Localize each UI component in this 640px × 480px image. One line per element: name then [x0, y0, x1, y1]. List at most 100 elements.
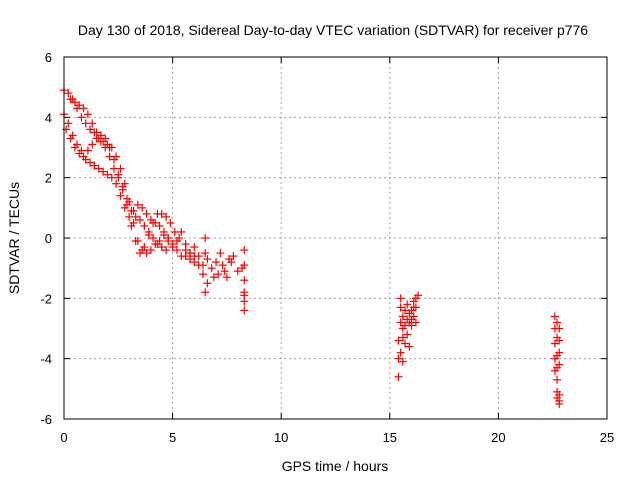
- data-point: [199, 261, 208, 270]
- series-sdtvar-arc-1b: [60, 110, 199, 267]
- y-tick-label: -6: [40, 412, 52, 427]
- data-point: [86, 125, 95, 134]
- data-point: [162, 212, 171, 221]
- x-tick-label: 15: [383, 430, 397, 445]
- data-point: [86, 158, 95, 167]
- data-point: [398, 357, 407, 366]
- series-sdtvar-arc-2: [394, 291, 423, 381]
- data-point: [190, 258, 199, 267]
- data-point: [105, 143, 114, 152]
- data-point: [411, 318, 420, 327]
- data-point: [203, 255, 212, 264]
- series-sdtvar-arc-1e: [181, 234, 249, 315]
- data-point: [222, 273, 231, 282]
- data-point: [62, 125, 71, 134]
- data-point: [112, 179, 121, 188]
- data-point: [398, 333, 407, 342]
- data-point: [149, 218, 158, 227]
- data-point: [164, 237, 173, 246]
- data-point: [122, 194, 131, 203]
- y-tick-label: -4: [40, 352, 52, 367]
- data-point: [170, 227, 179, 236]
- data-point: [403, 330, 412, 339]
- data-point: [555, 360, 564, 369]
- x-tick-label: 20: [491, 430, 505, 445]
- chart-title: Day 130 of 2018, Sidereal Day-to-day VTE…: [78, 22, 588, 38]
- axis-ticks: 0 5 10 15 20 25 -6 -4 -2 0 2 4 6: [40, 50, 614, 445]
- data-point: [555, 348, 564, 357]
- y-tick-label: 2: [45, 171, 52, 186]
- data-point: [155, 221, 164, 230]
- data-point: [555, 336, 564, 345]
- data-point: [172, 246, 181, 255]
- data-point: [140, 221, 149, 230]
- data-point: [79, 152, 88, 161]
- data-point: [66, 95, 75, 104]
- data-point: [136, 249, 145, 258]
- data-point: [92, 128, 101, 137]
- data-point: [240, 297, 249, 306]
- data-point: [116, 191, 125, 200]
- data-point: [398, 312, 407, 321]
- data-point: [216, 249, 225, 258]
- data-point: [401, 339, 410, 348]
- x-tick-label: 5: [169, 430, 176, 445]
- data-point: [157, 209, 166, 218]
- data-point: [140, 243, 149, 252]
- x-tick-label: 25: [600, 430, 614, 445]
- data-point: [77, 113, 86, 122]
- data-point: [555, 324, 564, 333]
- data-point: [103, 170, 112, 179]
- data-point: [96, 131, 105, 140]
- data-point: [209, 273, 218, 282]
- data-point: [88, 119, 97, 128]
- data-point: [555, 399, 564, 408]
- data-point: [240, 246, 249, 255]
- data-point: [64, 89, 73, 98]
- data-point: [83, 146, 92, 155]
- data-point: [553, 318, 562, 327]
- data-point: [401, 306, 410, 315]
- data-point: [64, 119, 73, 128]
- data-point: [79, 104, 88, 113]
- data-point: [233, 267, 242, 276]
- data-point: [157, 243, 166, 252]
- data-point: [70, 98, 79, 107]
- data-point: [109, 155, 118, 164]
- data-point: [550, 339, 559, 348]
- data-point: [146, 246, 155, 255]
- data-point: [175, 234, 184, 242]
- y-tick-label: 4: [45, 110, 52, 125]
- data-point: [159, 227, 168, 236]
- data-point: [166, 218, 175, 227]
- x-axis-label: GPS time / hours: [282, 458, 389, 474]
- data-point: [553, 375, 562, 384]
- data-point: [114, 170, 123, 179]
- data-point: [142, 209, 151, 218]
- data-point: [229, 252, 238, 261]
- data-point: [109, 164, 118, 173]
- data-point: [396, 294, 405, 303]
- data-point: [190, 243, 199, 252]
- data-point: [227, 258, 236, 267]
- data-point: [194, 252, 203, 261]
- data-point: [394, 354, 403, 363]
- data-point: [153, 240, 162, 249]
- data-point: [99, 167, 108, 176]
- data-point: [118, 182, 127, 191]
- data-point: [149, 234, 158, 242]
- data-point: [207, 264, 216, 273]
- data-point: [218, 261, 227, 270]
- grid-lines: [64, 57, 607, 419]
- data-point: [405, 309, 414, 318]
- data-point: [407, 315, 416, 324]
- y-tick-label: 0: [45, 231, 52, 246]
- data-point: [83, 110, 92, 119]
- data-point: [185, 249, 194, 258]
- x-tick-label: 0: [60, 430, 67, 445]
- series-sdtvar-arc-3: [550, 312, 564, 408]
- data-point: [168, 243, 177, 252]
- data-point: [162, 246, 171, 255]
- data-point: [396, 348, 405, 357]
- data-point: [201, 288, 210, 297]
